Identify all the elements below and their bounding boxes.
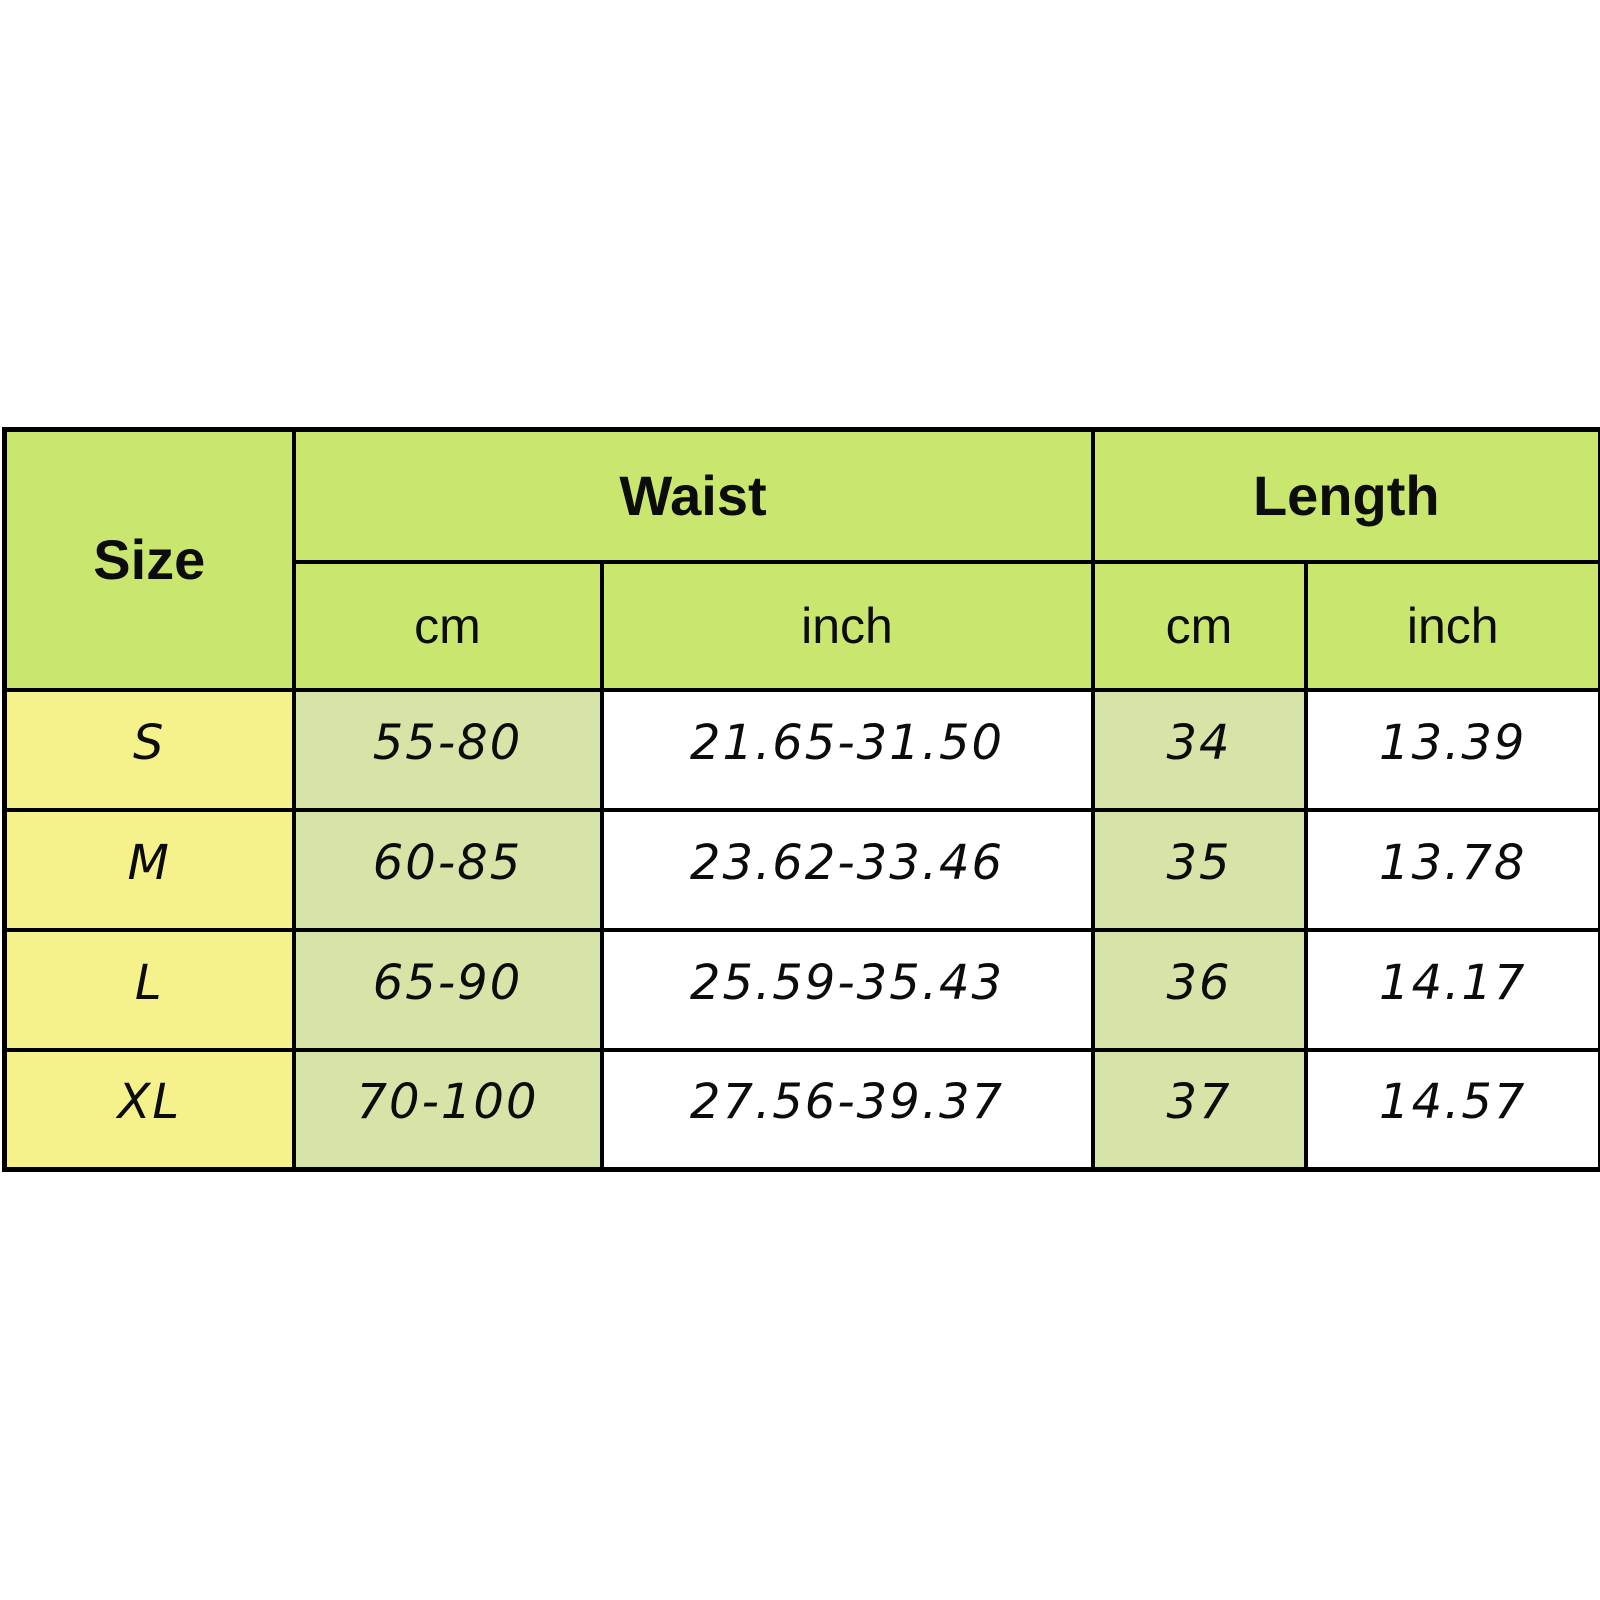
header-group-row: Size Waist Length: [2, 427, 1600, 692]
waist-inch-cell: 27.56-39.37: [599, 1047, 1095, 1172]
length-cm-cell: 37: [1090, 1047, 1308, 1172]
length-inch-cell: 14.17: [1303, 927, 1600, 1052]
length-inch-header: inch: [1303, 559, 1600, 692]
length-inch-cell: 13.39: [1303, 687, 1600, 812]
length-cm-header: cm: [1090, 559, 1308, 692]
size-cell: S: [2, 687, 296, 812]
size-column-header: Size: [2, 427, 296, 692]
waist-inch-cell: 21.65-31.50: [599, 687, 1095, 812]
length-cm-cell: 35: [1090, 807, 1308, 932]
waist-cm-header: cm: [291, 559, 604, 692]
length-group-header: Length: [1090, 427, 1600, 564]
size-chart-table: Size Waist Length cm inch cm inch S 55-8…: [2, 427, 1600, 1172]
waist-cm-cell: 60-85: [291, 807, 604, 932]
table-row-m: M 60-85 23.62-33.46 35 13.78: [2, 807, 1600, 932]
header-units-row: cm inch cm inch: [5, 559, 1600, 692]
length-cm-cell: 36: [1090, 927, 1308, 1052]
waist-cm-cell: 65-90: [291, 927, 604, 1052]
waist-inch-cell: 25.59-35.43: [599, 927, 1095, 1052]
waist-group-header: Waist: [291, 427, 1095, 564]
size-cell: XL: [2, 1047, 296, 1172]
waist-cm-cell: 55-80: [291, 687, 604, 812]
waist-cm-cell: 70-100: [291, 1047, 604, 1172]
table-row-l: L 65-90 25.59-35.43 36 14.17: [2, 927, 1600, 1052]
length-inch-cell: 13.78: [1303, 807, 1600, 932]
table-row-xl: XL 70-100 27.56-39.37 37 14.57: [2, 1047, 1600, 1172]
table-row-s: S 55-80 21.65-31.50 34 13.39: [2, 687, 1600, 812]
size-cell: M: [2, 807, 296, 932]
length-inch-cell: 14.57: [1303, 1047, 1600, 1172]
waist-inch-header: inch: [599, 559, 1095, 692]
waist-inch-cell: 23.62-33.46: [599, 807, 1095, 932]
length-cm-cell: 34: [1090, 687, 1308, 812]
size-cell: L: [2, 927, 296, 1052]
